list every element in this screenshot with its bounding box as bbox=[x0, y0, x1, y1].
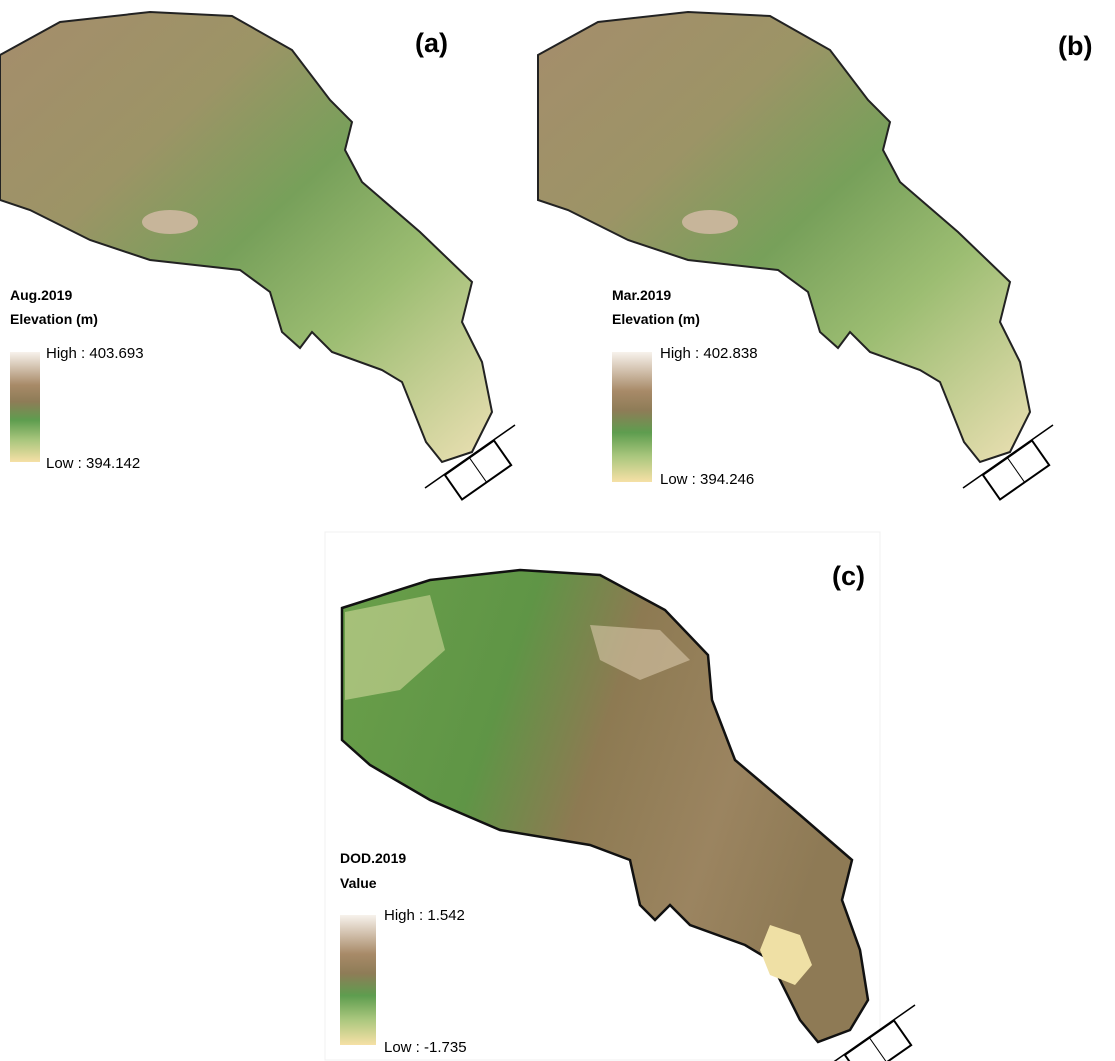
elevation-map bbox=[538, 12, 1030, 462]
legend-low: Low : -1.735 bbox=[384, 1039, 467, 1056]
legend-bar bbox=[10, 352, 40, 462]
legend-high: High : 402.838 bbox=[660, 345, 758, 362]
legend-low: Low : 394.142 bbox=[46, 455, 140, 472]
mound bbox=[682, 210, 738, 234]
panel-label: (b) bbox=[1058, 31, 1092, 61]
figure: (a) Aug.2019 Elevation (m) High : 403.69… bbox=[0, 0, 1115, 1061]
panel-c: (c) DOD.2019 Value High : 1.542 Low : -1… bbox=[325, 532, 915, 1061]
mound bbox=[142, 210, 198, 234]
legend-subtitle: Elevation (m) bbox=[612, 311, 700, 327]
legend-title: Mar.2019 bbox=[612, 287, 671, 303]
legend-bar bbox=[612, 352, 652, 482]
legend-title: DOD.2019 bbox=[340, 850, 406, 866]
legend-subtitle: Elevation (m) bbox=[10, 311, 98, 327]
elevation-map bbox=[0, 12, 492, 462]
legend-high: High : 403.693 bbox=[46, 345, 144, 362]
legend-high: High : 1.542 bbox=[384, 907, 465, 924]
legend-title: Aug.2019 bbox=[10, 287, 72, 303]
panel-a: (a) Aug.2019 Elevation (m) High : 403.69… bbox=[0, 12, 515, 499]
panel-label: (c) bbox=[832, 561, 865, 591]
legend-low: Low : 394.246 bbox=[660, 471, 754, 488]
legend-subtitle: Value bbox=[340, 875, 377, 891]
panel-b: (b) Mar.2019 Elevation (m) High : 402.83… bbox=[538, 12, 1092, 499]
legend-bar bbox=[340, 915, 376, 1045]
panel-label: (a) bbox=[415, 28, 448, 58]
